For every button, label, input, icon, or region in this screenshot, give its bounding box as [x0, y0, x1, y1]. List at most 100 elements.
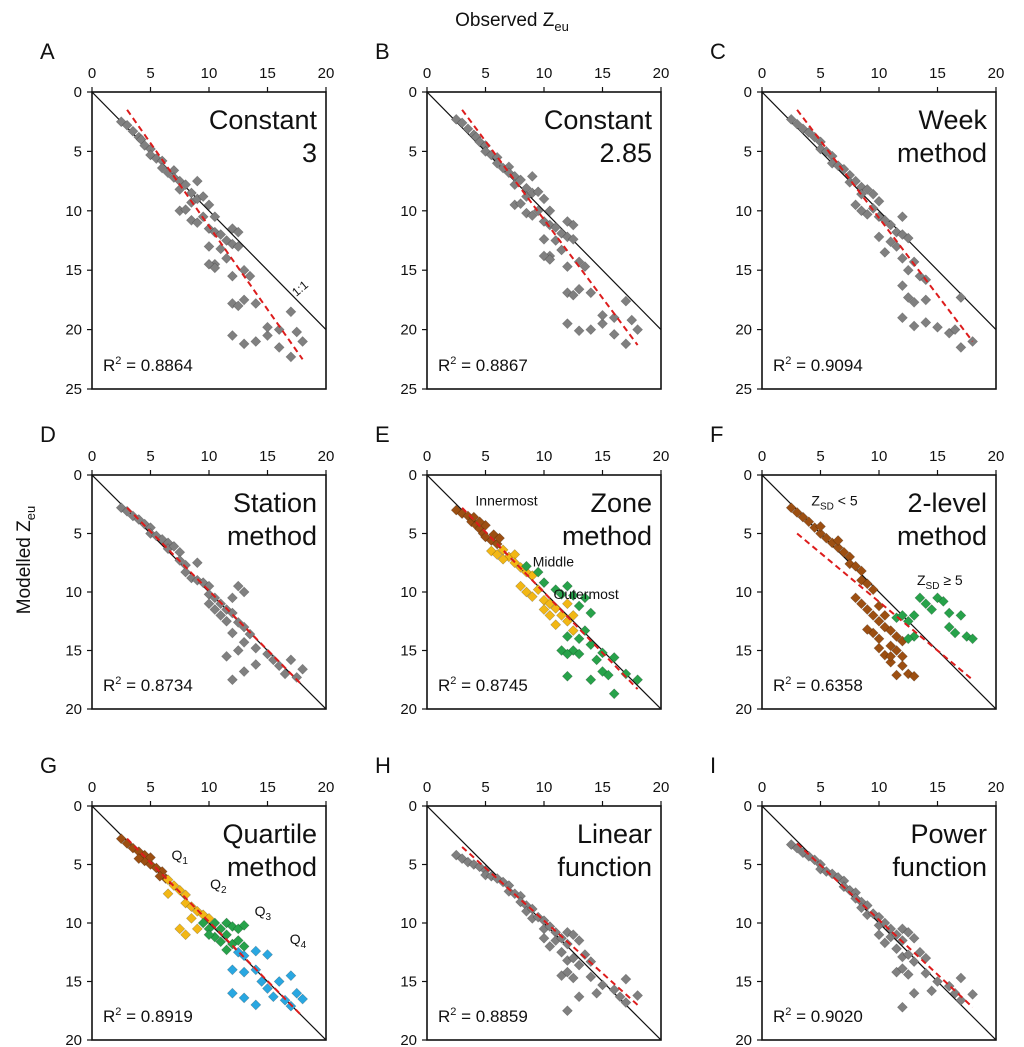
- data-point: [561, 648, 573, 660]
- data-point: [561, 670, 573, 682]
- x-tick-label: 0: [758, 779, 766, 796]
- y-tick-label: 20: [400, 322, 417, 339]
- data-point: [226, 964, 238, 976]
- data-point: [191, 557, 203, 569]
- data-point: [867, 584, 879, 596]
- x-tick-label: 5: [481, 448, 489, 465]
- data-area-C: [762, 92, 996, 353]
- data-point: [896, 211, 908, 223]
- data-point: [180, 204, 192, 216]
- r2-superscript: 2: [450, 1006, 456, 1018]
- data-point: [838, 546, 850, 558]
- data-point: [285, 351, 297, 363]
- data-point: [191, 217, 203, 229]
- x-tick-label: 10: [201, 779, 218, 796]
- x-tick-label: 5: [481, 65, 489, 82]
- data-point: [203, 598, 215, 610]
- data-point: [955, 292, 967, 303]
- data-point: [791, 118, 803, 130]
- data-point: [515, 174, 527, 186]
- data-point: [967, 336, 979, 347]
- data-point: [949, 324, 961, 336]
- data-point: [538, 233, 550, 245]
- data-point: [550, 619, 562, 631]
- data-point: [526, 591, 538, 603]
- x-tick-label: 0: [423, 448, 431, 465]
- data-point: [608, 688, 620, 700]
- x-tick-label: 10: [201, 65, 218, 82]
- y-tick-label: 10: [735, 915, 752, 932]
- data-point: [626, 314, 638, 326]
- data-point: [579, 592, 591, 604]
- data-point: [133, 853, 145, 865]
- r-squared-text: R2 = 0.8859: [438, 1006, 528, 1026]
- data-point: [221, 944, 232, 956]
- panel-label-D: D: [40, 422, 56, 447]
- data-point: [955, 972, 967, 984]
- data-point: [902, 949, 914, 961]
- y-tick-label: 20: [735, 1032, 752, 1047]
- data-point: [556, 588, 567, 600]
- panel-title-line: Week: [918, 105, 987, 135]
- data-point: [297, 993, 309, 1005]
- data-point: [873, 600, 885, 612]
- data-point: [850, 199, 862, 211]
- data-point: [932, 321, 943, 333]
- data-point: [867, 188, 879, 200]
- panel-label-B: B: [375, 39, 390, 64]
- annotation-subscript: SD: [820, 501, 834, 512]
- data-point: [908, 670, 920, 682]
- data-point: [967, 988, 979, 1000]
- plot-frame-A: [91, 91, 327, 390]
- data-point: [544, 609, 556, 621]
- data-point: [573, 959, 585, 971]
- data-point: [896, 280, 908, 292]
- data-point: [262, 949, 273, 961]
- y-tick-label: 20: [65, 1032, 82, 1047]
- x-tick-label: 20: [653, 779, 670, 796]
- data-point: [926, 985, 938, 997]
- panel-title-line: function: [892, 852, 987, 882]
- x-tick-label: 10: [871, 779, 888, 796]
- annotation-subscript: 2: [221, 885, 227, 896]
- data-point: [174, 923, 186, 935]
- y-tick-label: 0: [409, 467, 417, 484]
- annotation-label: Q1: [172, 847, 189, 867]
- panel-title-line: Constant: [209, 105, 318, 135]
- r-squared-text: R2 = 0.8745: [438, 675, 528, 695]
- data-point: [597, 309, 608, 321]
- y-tick-label: 20: [65, 701, 82, 718]
- x-tick-label: 15: [929, 448, 946, 465]
- data-point: [226, 330, 238, 341]
- annotation-main: Z: [917, 572, 926, 588]
- data-point: [232, 616, 244, 628]
- data-point: [544, 254, 556, 265]
- y-tick-label: 15: [735, 643, 752, 660]
- data-point: [262, 321, 273, 333]
- panel-title-line: Quartile: [222, 819, 317, 849]
- data-point: [215, 229, 227, 240]
- data-point: [221, 252, 232, 264]
- x-tick-label: 10: [871, 448, 888, 465]
- data-point: [180, 929, 192, 941]
- data-point: [597, 318, 608, 330]
- data-point: [238, 586, 250, 598]
- data-point: [585, 674, 597, 686]
- data-point: [896, 1001, 908, 1013]
- data-point: [567, 219, 579, 231]
- data-point: [573, 633, 585, 645]
- data-point: [832, 542, 844, 553]
- y-tick-label: 0: [744, 798, 752, 815]
- x-tick-label: 0: [88, 448, 96, 465]
- data-point: [115, 833, 127, 845]
- data-point: [861, 604, 873, 615]
- annotation-label: Innermost: [475, 492, 537, 508]
- data-point: [238, 338, 250, 350]
- data-point: [832, 535, 844, 546]
- data-point: [273, 324, 285, 336]
